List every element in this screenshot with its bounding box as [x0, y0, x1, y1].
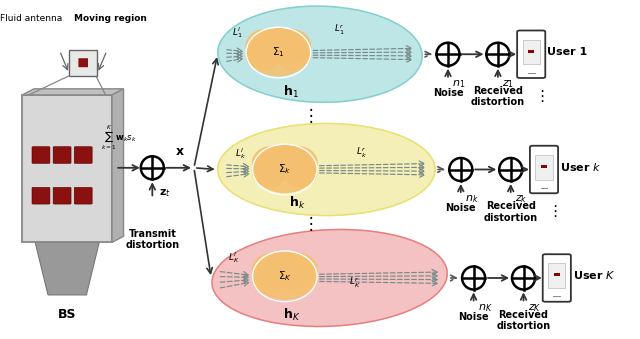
Text: $L_k^l$: $L_k^l$ [234, 146, 246, 161]
Bar [22, 95, 112, 242]
Ellipse shape [253, 157, 286, 187]
Text: $L_1^r$: $L_1^r$ [334, 23, 344, 37]
Text: $n_k$: $n_k$ [465, 193, 479, 205]
Text: $L_1^l$: $L_1^l$ [232, 25, 242, 40]
Ellipse shape [260, 28, 297, 56]
FancyBboxPatch shape [530, 146, 558, 193]
FancyBboxPatch shape [69, 49, 97, 76]
Ellipse shape [212, 230, 447, 326]
Text: Received
distortion: Received distortion [484, 201, 538, 223]
Text: BS: BS [58, 308, 76, 321]
Text: Noise: Noise [445, 203, 476, 213]
Ellipse shape [246, 29, 286, 62]
Bar [529, 49, 534, 53]
Bar [541, 165, 547, 168]
Polygon shape [112, 89, 124, 242]
FancyBboxPatch shape [32, 147, 50, 163]
Text: $\Sigma_k$: $\Sigma_k$ [278, 163, 291, 176]
Text: User 1: User 1 [547, 46, 588, 57]
Text: $L_K^r$: $L_K^r$ [349, 276, 361, 290]
Bar [554, 273, 560, 276]
FancyBboxPatch shape [74, 187, 92, 204]
Polygon shape [35, 242, 99, 295]
Ellipse shape [284, 264, 317, 294]
Text: $\mathbf{h}_1$: $\mathbf{h}_1$ [284, 83, 299, 100]
Text: $z_k$: $z_k$ [515, 193, 528, 205]
Ellipse shape [253, 146, 292, 179]
Text: $\vdots$: $\vdots$ [301, 106, 313, 125]
Ellipse shape [284, 157, 317, 187]
Ellipse shape [253, 253, 292, 285]
Text: $L_K^l$: $L_K^l$ [228, 250, 239, 265]
FancyBboxPatch shape [32, 187, 50, 204]
Ellipse shape [248, 29, 309, 76]
Text: $\vdots$: $\vdots$ [534, 88, 545, 104]
Ellipse shape [277, 40, 310, 70]
Text: $z_1$: $z_1$ [502, 78, 515, 90]
Ellipse shape [277, 146, 317, 179]
Text: $\Sigma_K$: $\Sigma_K$ [278, 270, 292, 283]
Bar [523, 40, 540, 64]
Ellipse shape [271, 29, 310, 62]
Text: $\vdots$: $\vdots$ [301, 214, 313, 233]
Text: User $k$: User $k$ [560, 161, 602, 173]
FancyBboxPatch shape [53, 187, 71, 204]
Text: Moving region: Moving region [74, 14, 147, 23]
Bar [536, 155, 553, 180]
Text: $n_1$: $n_1$ [452, 78, 466, 90]
Text: $\mathbf{h}_K$: $\mathbf{h}_K$ [282, 306, 300, 323]
Bar [548, 263, 566, 288]
Text: User $K$: User $K$ [573, 269, 616, 281]
Text: $\sum_{k=1}^{K}\mathbf{w}_k s_k$: $\sum_{k=1}^{K}\mathbf{w}_k s_k$ [100, 123, 136, 152]
Text: $\Sigma_1$: $\Sigma_1$ [272, 46, 285, 59]
FancyBboxPatch shape [517, 31, 545, 78]
Text: $\mathbf{h}_k$: $\mathbf{h}_k$ [289, 195, 306, 212]
Ellipse shape [218, 123, 435, 216]
Ellipse shape [254, 146, 316, 193]
FancyBboxPatch shape [543, 254, 571, 302]
Text: $n_K$: $n_K$ [478, 302, 493, 314]
Text: $\mathbf{x}$: $\mathbf{x}$ [175, 145, 185, 158]
Text: $\mathbf{z}_t$: $\mathbf{z}_t$ [159, 187, 171, 199]
Ellipse shape [266, 145, 303, 173]
Text: Noise: Noise [433, 88, 463, 98]
Polygon shape [22, 89, 124, 95]
Text: Fluid antenna: Fluid antenna [0, 14, 62, 23]
Text: $\vdots$: $\vdots$ [547, 203, 557, 219]
Ellipse shape [277, 253, 317, 285]
Text: Received
distortion: Received distortion [497, 310, 550, 331]
Ellipse shape [246, 40, 280, 70]
Ellipse shape [218, 6, 422, 102]
Text: $L_k^r$: $L_k^r$ [356, 146, 367, 160]
Text: $z_K$: $z_K$ [528, 302, 541, 314]
Text: Transmit
distortion: Transmit distortion [125, 229, 179, 251]
Text: Received
distortion: Received distortion [471, 86, 525, 107]
FancyBboxPatch shape [53, 147, 71, 163]
FancyBboxPatch shape [79, 58, 88, 67]
Ellipse shape [266, 252, 303, 280]
Ellipse shape [254, 253, 316, 299]
FancyBboxPatch shape [74, 147, 92, 163]
Ellipse shape [253, 264, 286, 294]
Text: Noise: Noise [458, 312, 489, 322]
